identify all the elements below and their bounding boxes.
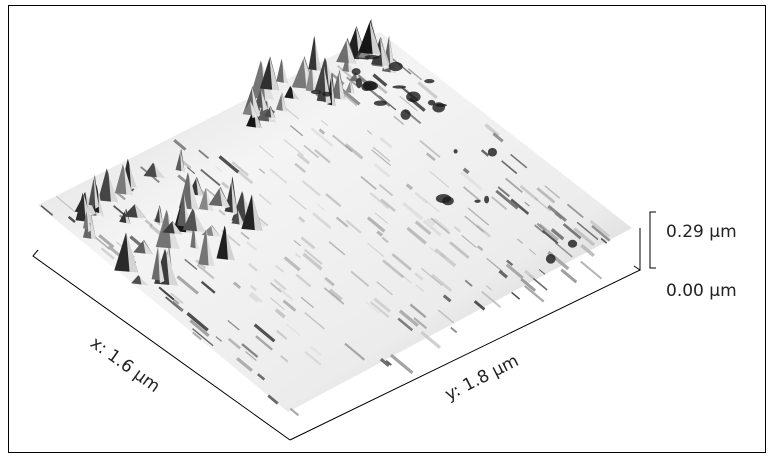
texture (392, 85, 406, 88)
texture (474, 200, 480, 203)
texture (311, 90, 321, 94)
texture (374, 101, 387, 106)
texture (361, 82, 371, 91)
z-max-label: 0.29 µm (666, 222, 737, 242)
texture (365, 55, 380, 59)
texture (484, 196, 489, 204)
page: {"axes": {"x_label": "x: 1.6 µm", "y_lab… (0, 0, 771, 458)
texture (424, 79, 434, 83)
texture (401, 109, 411, 120)
texture (356, 78, 362, 88)
afm-view: x: 1.6 µm y: 1.8 µm 0.29 µm 0.00 µm (0, 0, 771, 458)
texture (322, 92, 332, 97)
z-min-label: 0.00 µm (666, 281, 737, 301)
texture (488, 148, 497, 157)
texture (442, 196, 454, 205)
texture (546, 254, 556, 264)
texture (352, 68, 361, 75)
texture (389, 62, 403, 71)
texture (432, 102, 445, 112)
texture (568, 240, 577, 248)
texture (454, 149, 458, 153)
texture (406, 92, 420, 103)
